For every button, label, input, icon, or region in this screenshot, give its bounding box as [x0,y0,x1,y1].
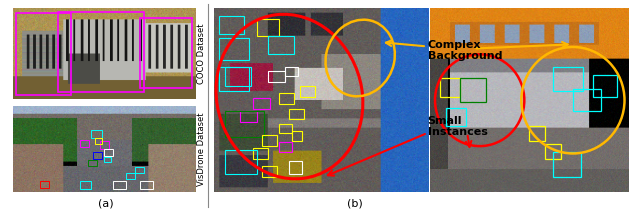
Bar [113,181,126,189]
Bar [100,141,109,149]
Bar [292,131,302,141]
Bar [289,161,302,174]
Bar [80,181,92,189]
Bar [93,152,102,159]
Bar [135,167,144,173]
Bar [529,126,545,141]
Text: (b): (b) [348,199,363,209]
Bar [95,138,102,144]
Bar [460,78,486,102]
Bar [553,152,581,177]
Bar [257,19,279,36]
Bar [104,149,113,156]
Bar [440,78,460,97]
Bar [225,67,251,85]
Bar [141,181,153,189]
Bar [126,173,135,179]
Bar [268,71,285,82]
Bar [225,150,257,174]
Bar [262,166,276,177]
Bar [17,13,71,95]
Bar [141,18,191,88]
Bar [553,67,583,91]
Bar [58,12,144,92]
Bar [279,142,292,152]
Text: Small
Instances: Small Instances [428,116,488,137]
Bar [240,111,257,122]
Text: COCO Dataset: COCO Dataset [197,24,206,84]
Bar [300,85,315,97]
Bar [80,140,90,147]
Text: (a): (a) [98,199,113,209]
Bar [225,111,264,137]
Bar [545,144,561,159]
Bar [219,16,244,34]
Bar [279,93,294,104]
Bar [268,36,294,54]
Bar [219,38,249,60]
Bar [262,135,276,146]
Bar [289,109,305,119]
Bar [219,67,249,91]
Bar [253,148,268,159]
Bar [88,160,97,166]
Bar [446,108,466,126]
Bar [593,74,616,97]
Bar [253,98,270,109]
Text: Complex
Background: Complex Background [428,40,502,61]
Bar [279,124,292,133]
Bar [92,130,102,138]
Bar [285,67,298,76]
Bar [40,181,49,188]
Bar [573,89,601,111]
Bar [104,157,111,162]
Text: VisDrone Dataset: VisDrone Dataset [197,112,206,185]
